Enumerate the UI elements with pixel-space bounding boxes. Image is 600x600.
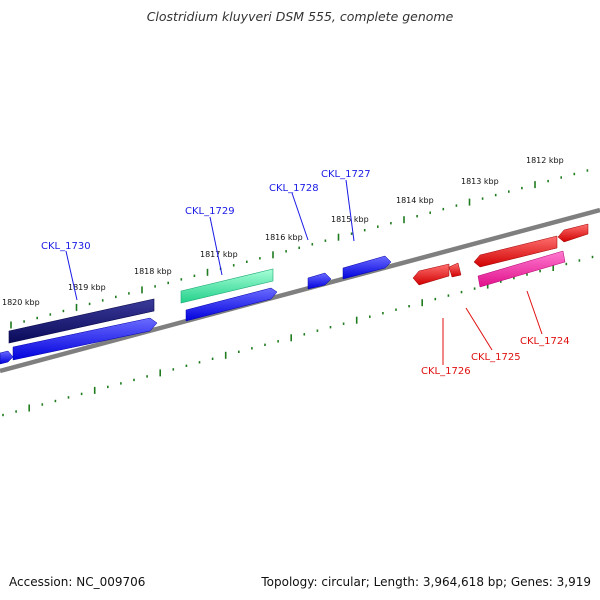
reverse-strand-genes <box>412 223 589 288</box>
genome-backbone <box>0 207 600 374</box>
gene-block[interactable] <box>557 223 589 243</box>
leader-line <box>345 179 355 242</box>
forward-strand-genes <box>8 268 274 344</box>
kbp-label: 1819 kbp <box>68 283 106 292</box>
gene-label-ckl-1730: CKL_1730 <box>41 241 91 252</box>
gene-ckl-1724[interactable] <box>477 250 566 288</box>
gene-ckl-1730[interactable] <box>8 298 155 344</box>
leader-line <box>291 192 309 241</box>
kbp-label: 1813 kbp <box>461 177 499 186</box>
gene-ckl-1726[interactable] <box>412 263 450 286</box>
leader-line <box>526 290 543 335</box>
genome-title: Clostridium kluyveri DSM 555, complete g… <box>146 9 454 24</box>
gene-label-ckl-1727: CKL_1727 <box>321 169 371 180</box>
gene-label-ckl-1724: CKL_1724 <box>520 336 570 347</box>
upper-tick-row <box>10 169 589 329</box>
lower-tick-row <box>2 255 594 417</box>
leader-line <box>65 250 78 301</box>
gene-labels: CKL_1730 CKL_1729 CKL_1728 CKL_1727 CKL_… <box>41 169 570 377</box>
accession-text: Accession: NC_009706 <box>9 575 146 589</box>
gene-label-ckl-1725: CKL_1725 <box>471 352 521 363</box>
gene-block[interactable] <box>473 235 558 268</box>
kbp-label: 1817 kbp <box>200 250 238 259</box>
forward-inner-genes <box>0 255 392 365</box>
gene-label-ckl-1729: CKL_1729 <box>185 206 235 217</box>
gene-block[interactable] <box>12 317 158 361</box>
kbp-label: 1820 kbp <box>2 298 40 307</box>
kbp-label: 1814 kbp <box>396 196 434 205</box>
kbp-labels: 1820 kbp 1819 kbp 1818 kbp 1817 kbp 1816… <box>2 156 564 307</box>
leader-line <box>209 216 223 276</box>
gene-label-ckl-1728: CKL_1728 <box>269 183 319 194</box>
kbp-label: 1816 kbp <box>265 233 303 242</box>
label-leaders <box>65 179 543 365</box>
gene-ckl-1727[interactable] <box>342 255 392 280</box>
gene-block[interactable] <box>185 287 278 322</box>
gene-block[interactable] <box>0 350 14 365</box>
kbp-label: 1815 kbp <box>331 215 369 224</box>
kbp-label: 1812 kbp <box>526 156 564 165</box>
gene-ckl-1728[interactable] <box>307 272 332 290</box>
genome-stats-text: Topology: circular; Length: 3,964,618 bp… <box>261 575 591 589</box>
kbp-label: 1818 kbp <box>134 267 172 276</box>
gene-ckl-1729[interactable] <box>180 268 274 304</box>
gene-label-ckl-1726: CKL_1726 <box>421 366 471 377</box>
leader-line <box>465 307 493 351</box>
gene-ckl-1725[interactable] <box>448 262 462 278</box>
